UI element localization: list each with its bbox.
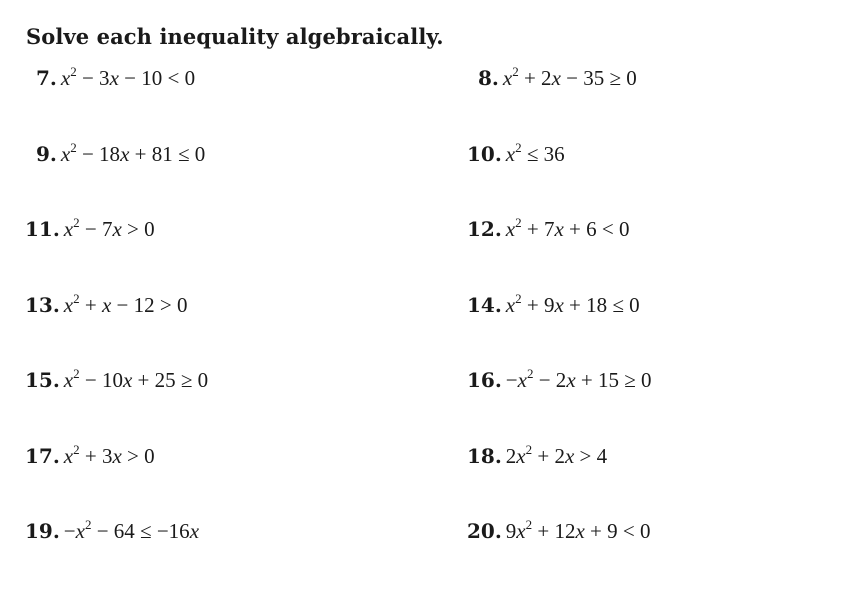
problem-expression: x2 + 3x > 0	[63, 442, 155, 468]
problem-number: 8.	[478, 66, 499, 90]
problem-18: 18. 2x2 + 2x > 4	[467, 442, 608, 468]
problem-number: 10.	[467, 142, 502, 166]
problem-7: 7. x2 − 3x − 10 < 0	[36, 64, 196, 90]
problem-19: 19. −x2 − 64 ≤ −16x	[25, 517, 200, 543]
problem-number: 15.	[25, 368, 60, 392]
problem-number: 19.	[25, 519, 60, 543]
problem-expression: x2 − 10x + 25 ≥ 0	[63, 366, 209, 392]
problem-expression: x2 + x − 12 > 0	[63, 291, 188, 317]
problem-number: 14.	[467, 293, 502, 317]
problem-20: 20. 9x2 + 12x + 9 < 0	[467, 517, 651, 543]
problem-expression: x2 − 18x + 81 ≤ 0	[60, 140, 206, 166]
problem-number: 18.	[467, 444, 502, 468]
problem-11: 11. x2 − 7x > 0	[25, 215, 155, 241]
problem-expression: −x2 − 2x + 15 ≥ 0	[505, 366, 652, 392]
problem-14: 14. x2 + 9x + 18 ≤ 0	[467, 291, 640, 317]
problem-expression: x2 − 3x − 10 < 0	[60, 64, 196, 90]
problem-expression: x2 + 2x − 35 ≥ 0	[502, 64, 637, 90]
problem-number: 11.	[25, 217, 60, 241]
problem-number: 12.	[467, 217, 502, 241]
problem-expression: 9x2 + 12x + 9 < 0	[505, 517, 651, 543]
problem-8: 8. x2 + 2x − 35 ≥ 0	[478, 64, 637, 90]
problem-number: 9.	[36, 142, 57, 166]
problem-number: 17.	[25, 444, 60, 468]
problem-number: 13.	[25, 293, 60, 317]
problem-13: 13. x2 + x − 12 > 0	[25, 291, 188, 317]
problem-expression: x2 + 7x + 6 < 0	[505, 215, 630, 241]
problem-12: 12. x2 + 7x + 6 < 0	[467, 215, 630, 241]
problem-number: 16.	[467, 368, 502, 392]
problem-expression: x2 − 7x > 0	[63, 215, 155, 241]
problem-expression: x2 ≤ 36	[505, 140, 565, 166]
problem-9: 9. x2 − 18x + 81 ≤ 0	[36, 140, 206, 166]
problem-number: 20.	[467, 519, 502, 543]
problem-expression: 2x2 + 2x > 4	[505, 442, 608, 468]
problem-10: 10. x2 ≤ 36	[467, 140, 565, 166]
worksheet-title: Solve each inequality algebraically.	[26, 24, 444, 49]
problem-16: 16. −x2 − 2x + 15 ≥ 0	[467, 366, 652, 392]
problem-number: 7.	[36, 66, 57, 90]
problem-expression: −x2 − 64 ≤ −16x	[63, 517, 200, 543]
problem-17: 17. x2 + 3x > 0	[25, 442, 155, 468]
problem-expression: x2 + 9x + 18 ≤ 0	[505, 291, 640, 317]
problem-15: 15. x2 − 10x + 25 ≥ 0	[25, 366, 209, 392]
